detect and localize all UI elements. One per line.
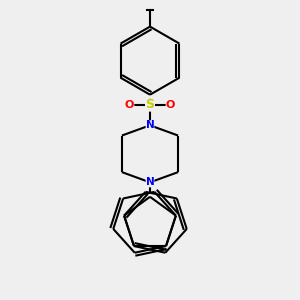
Text: S: S [146,98,154,111]
Text: N: N [146,120,154,130]
Text: O: O [125,100,134,110]
Text: N: N [146,177,154,187]
Text: O: O [166,100,175,110]
